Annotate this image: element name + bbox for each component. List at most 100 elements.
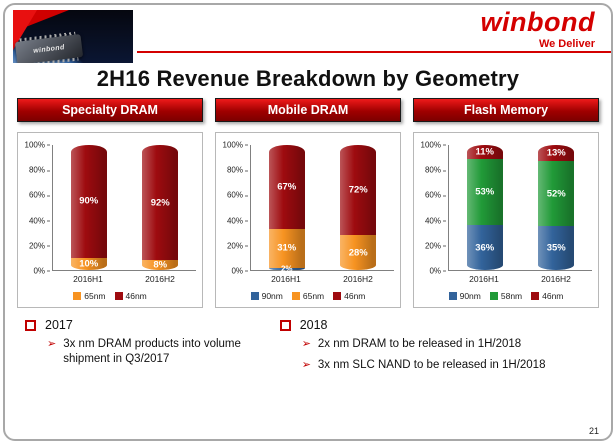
y-tick-label: 60% [425,191,446,200]
bar-segment-46nm: 90% [70,145,107,258]
legend-swatch [73,292,82,300]
bar-value-label: 28% [348,247,368,258]
y-tick-label: 0% [429,267,446,276]
bar-segment-90nm: 35% [538,226,575,270]
arrow-bullet-icon: ➢ [301,358,311,371]
brand-tagline: We Deliver [538,38,595,50]
note-year: 2017 [45,318,73,332]
legend-label: 46nm [542,291,564,301]
slide-header: winbond winbond We Deliver [5,5,611,63]
x-axis-label: 2016H1 [469,274,499,284]
legend-swatch [489,292,498,300]
bar-value-label: 52% [546,188,566,200]
chart-specialty-dram: 0% 20% 40% 60% 80% 100% 10% 90% 8% 92% 2016H1 201… [17,132,203,308]
bar-segment-90nm: 2% [268,264,305,273]
legend-item-90nm: 90nm [448,291,481,301]
note-2018: 2018 ➢ 2x nm DRAM to be released in 1H/2… [279,318,591,379]
y-tick-label: 40% [425,216,446,225]
bar-value-label: 90% [79,195,99,207]
bar-value-label: 2% [280,264,293,274]
y-tick-label: 60% [227,191,248,200]
chip-label: winbond [32,44,66,55]
y-tick-label: 20% [227,241,248,250]
bar-value-label: 72% [348,184,368,196]
bar-segment-46nm: 13% [538,145,575,162]
x-axis-label: 2016H2 [145,274,175,284]
note-item-text: 3x nm SLC NAND to be released in 1H/2018 [317,358,546,371]
legend-label: 46nm [344,291,366,301]
legend-swatch [250,292,259,300]
y-axis: 0% 20% 40% 60% 80% 100% [24,141,52,276]
y-tick-label: 100% [223,141,248,150]
bar-value-label: 13% [546,147,566,159]
arrow-bullet-icon: ➢ [301,338,311,350]
stacked-bar-2016H1: 2% 31% 67% [268,145,305,273]
legend-swatch [333,292,342,300]
x-axis-labels: 2016H1 2016H2 [250,271,394,284]
legend-item-46nm: 46nm [333,291,365,301]
y-tick-label: 80% [29,166,50,175]
legend-swatch [448,292,457,300]
y-tick-label: 0% [33,267,50,276]
plot-wrapper: 0% 20% 40% 60% 80% 100% 36% 53% 11% 35% 52% 13% [420,141,592,276]
y-tick-label: 20% [29,241,50,250]
bar-segment-58nm: 52% [538,161,575,227]
bar-value-label: 11% [475,146,495,158]
note-year: 2018 [299,318,328,332]
y-tick-label: 0% [231,267,248,276]
bar-segment-46nm: 67% [268,145,305,229]
panel-title-specialty-dram: Specialty DRAM [17,98,203,122]
legend-swatch [291,292,300,300]
legend-item-90nm: 90nm [250,291,283,301]
x-axis-labels: 2016H1 2016H2 [52,271,196,284]
notes-section: 2017 ➢ 3x nm DRAM products into volume s… [25,318,591,379]
brand-name: winbond [480,7,595,37]
page-title: 2H16 Revenue Breakdown by Geometry [96,66,520,91]
y-tick-label: 20% [425,241,446,250]
legend-item-65nm: 65nm [73,291,106,301]
plot-area: 2% 31% 67% 28% 72% [250,145,394,273]
bar-segment-58nm: 53% [466,158,503,226]
bar-segment-65nm: 31% [268,228,305,268]
panel-mobile-dram: Mobile DRAM 0% 20% 40% 60% 80% 100% 2% 31% 67% 2… [215,98,401,308]
y-tick-label: 40% [29,216,50,225]
y-tick-label: 100% [421,141,446,150]
chart-mobile-dram: 0% 20% 40% 60% 80% 100% 2% 31% 67% 28% 72% 2016H1… [215,132,401,308]
note-item: ➢ 3x nm SLC NAND to be released in 1H/20… [302,358,591,373]
plot-area: 10% 90% 8% 92% [52,145,196,271]
winbond-logo: winbond We Deliver [480,7,595,51]
plot-wrapper: 0% 20% 40% 60% 80% 100% 2% 31% 67% 28% 72% [222,141,394,276]
bar-segment-90nm: 36% [466,225,503,270]
x-axis-label: 2016H2 [343,274,373,284]
legend-item-65nm: 65nm [291,291,325,301]
bar-value-label: 36% [475,242,495,253]
bar-value-label: 53% [475,186,495,198]
legend-label: 46nm [125,291,147,301]
legend-label: 65nm [302,291,325,301]
bar-value-label: 35% [546,242,566,254]
chart-flash-memory: 0% 20% 40% 60% 80% 100% 36% 53% 11% 35% 52% 13% 20… [413,132,599,308]
bar-value-label: 92% [150,197,170,208]
bar-segment-65nm: 28% [340,235,377,270]
y-tick-label: 100% [25,141,50,150]
y-axis: 0% 20% 40% 60% 80% 100% [222,141,250,276]
note-item-text: 3x nm DRAM products into volume shipment… [63,338,241,365]
legend-swatch [114,292,123,300]
chart-panels: Specialty DRAM 0% 20% 40% 60% 80% 100% 10% 90%… [17,98,599,308]
legend-label: 65nm [84,291,106,301]
bar-segment-65nm: 10% [70,257,107,270]
legend-item-46nm: 46nm [531,291,563,301]
y-tick-label: 80% [227,166,248,175]
winbond-chip-graphic: winbond [14,34,84,63]
square-bullet-icon [25,319,36,331]
legend-item-58nm: 58nm [489,291,522,301]
stacked-bar-2016H2: 28% 72% [340,145,377,270]
square-bullet-icon [279,319,291,331]
panel-title-mobile-dram: Mobile DRAM [215,98,401,122]
earth-photo: winbond [13,10,133,63]
stacked-bar-2016H1: 10% 90% [70,145,107,270]
arrow-bullet-icon: ➢ [47,338,57,350]
page-number: 21 [588,426,599,436]
bar-value-label: 67% [277,181,297,193]
x-axis-labels: 2016H1 2016H2 [448,271,592,284]
